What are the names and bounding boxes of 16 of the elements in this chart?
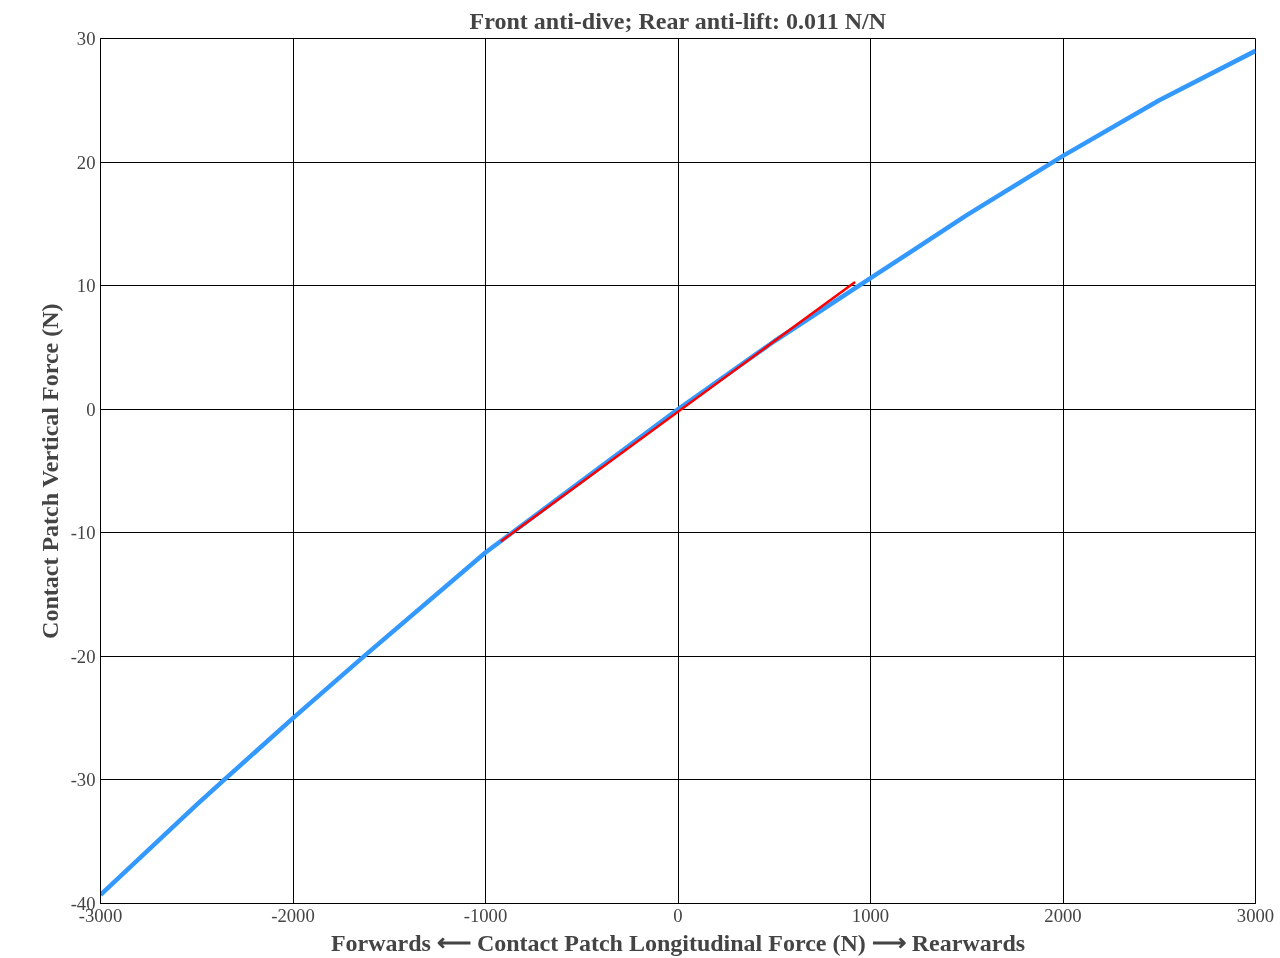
y-tick-label: -20 [70,645,96,667]
y-tick-label: 20 [76,151,96,173]
y-tick-label: 30 [76,28,96,49]
y-tick-label: -30 [70,769,96,791]
x-tick-label: 2000 [1044,904,1082,926]
x-tick-label: 1000 [851,904,890,926]
chart-title: Front anti-dive; Rear anti-lift: 0.011 N/N [469,7,887,34]
x-tick-label: -2000 [271,904,315,926]
y-tick-label: -10 [70,522,96,544]
y-axis-title: Contact Patch Vertical Force (N) [36,303,63,639]
x-tick-label: 3000 [1236,904,1275,926]
x-axis-title: Forwards ⟵ Contact Patch Longitudinal Force (N) ⟶ Rearwards [330,929,1026,956]
x-tick-label: 0 [673,904,683,926]
x-tick-label: -1000 [463,904,508,926]
y-tick-label: 10 [76,275,96,297]
y-tick-label: 0 [86,398,96,420]
